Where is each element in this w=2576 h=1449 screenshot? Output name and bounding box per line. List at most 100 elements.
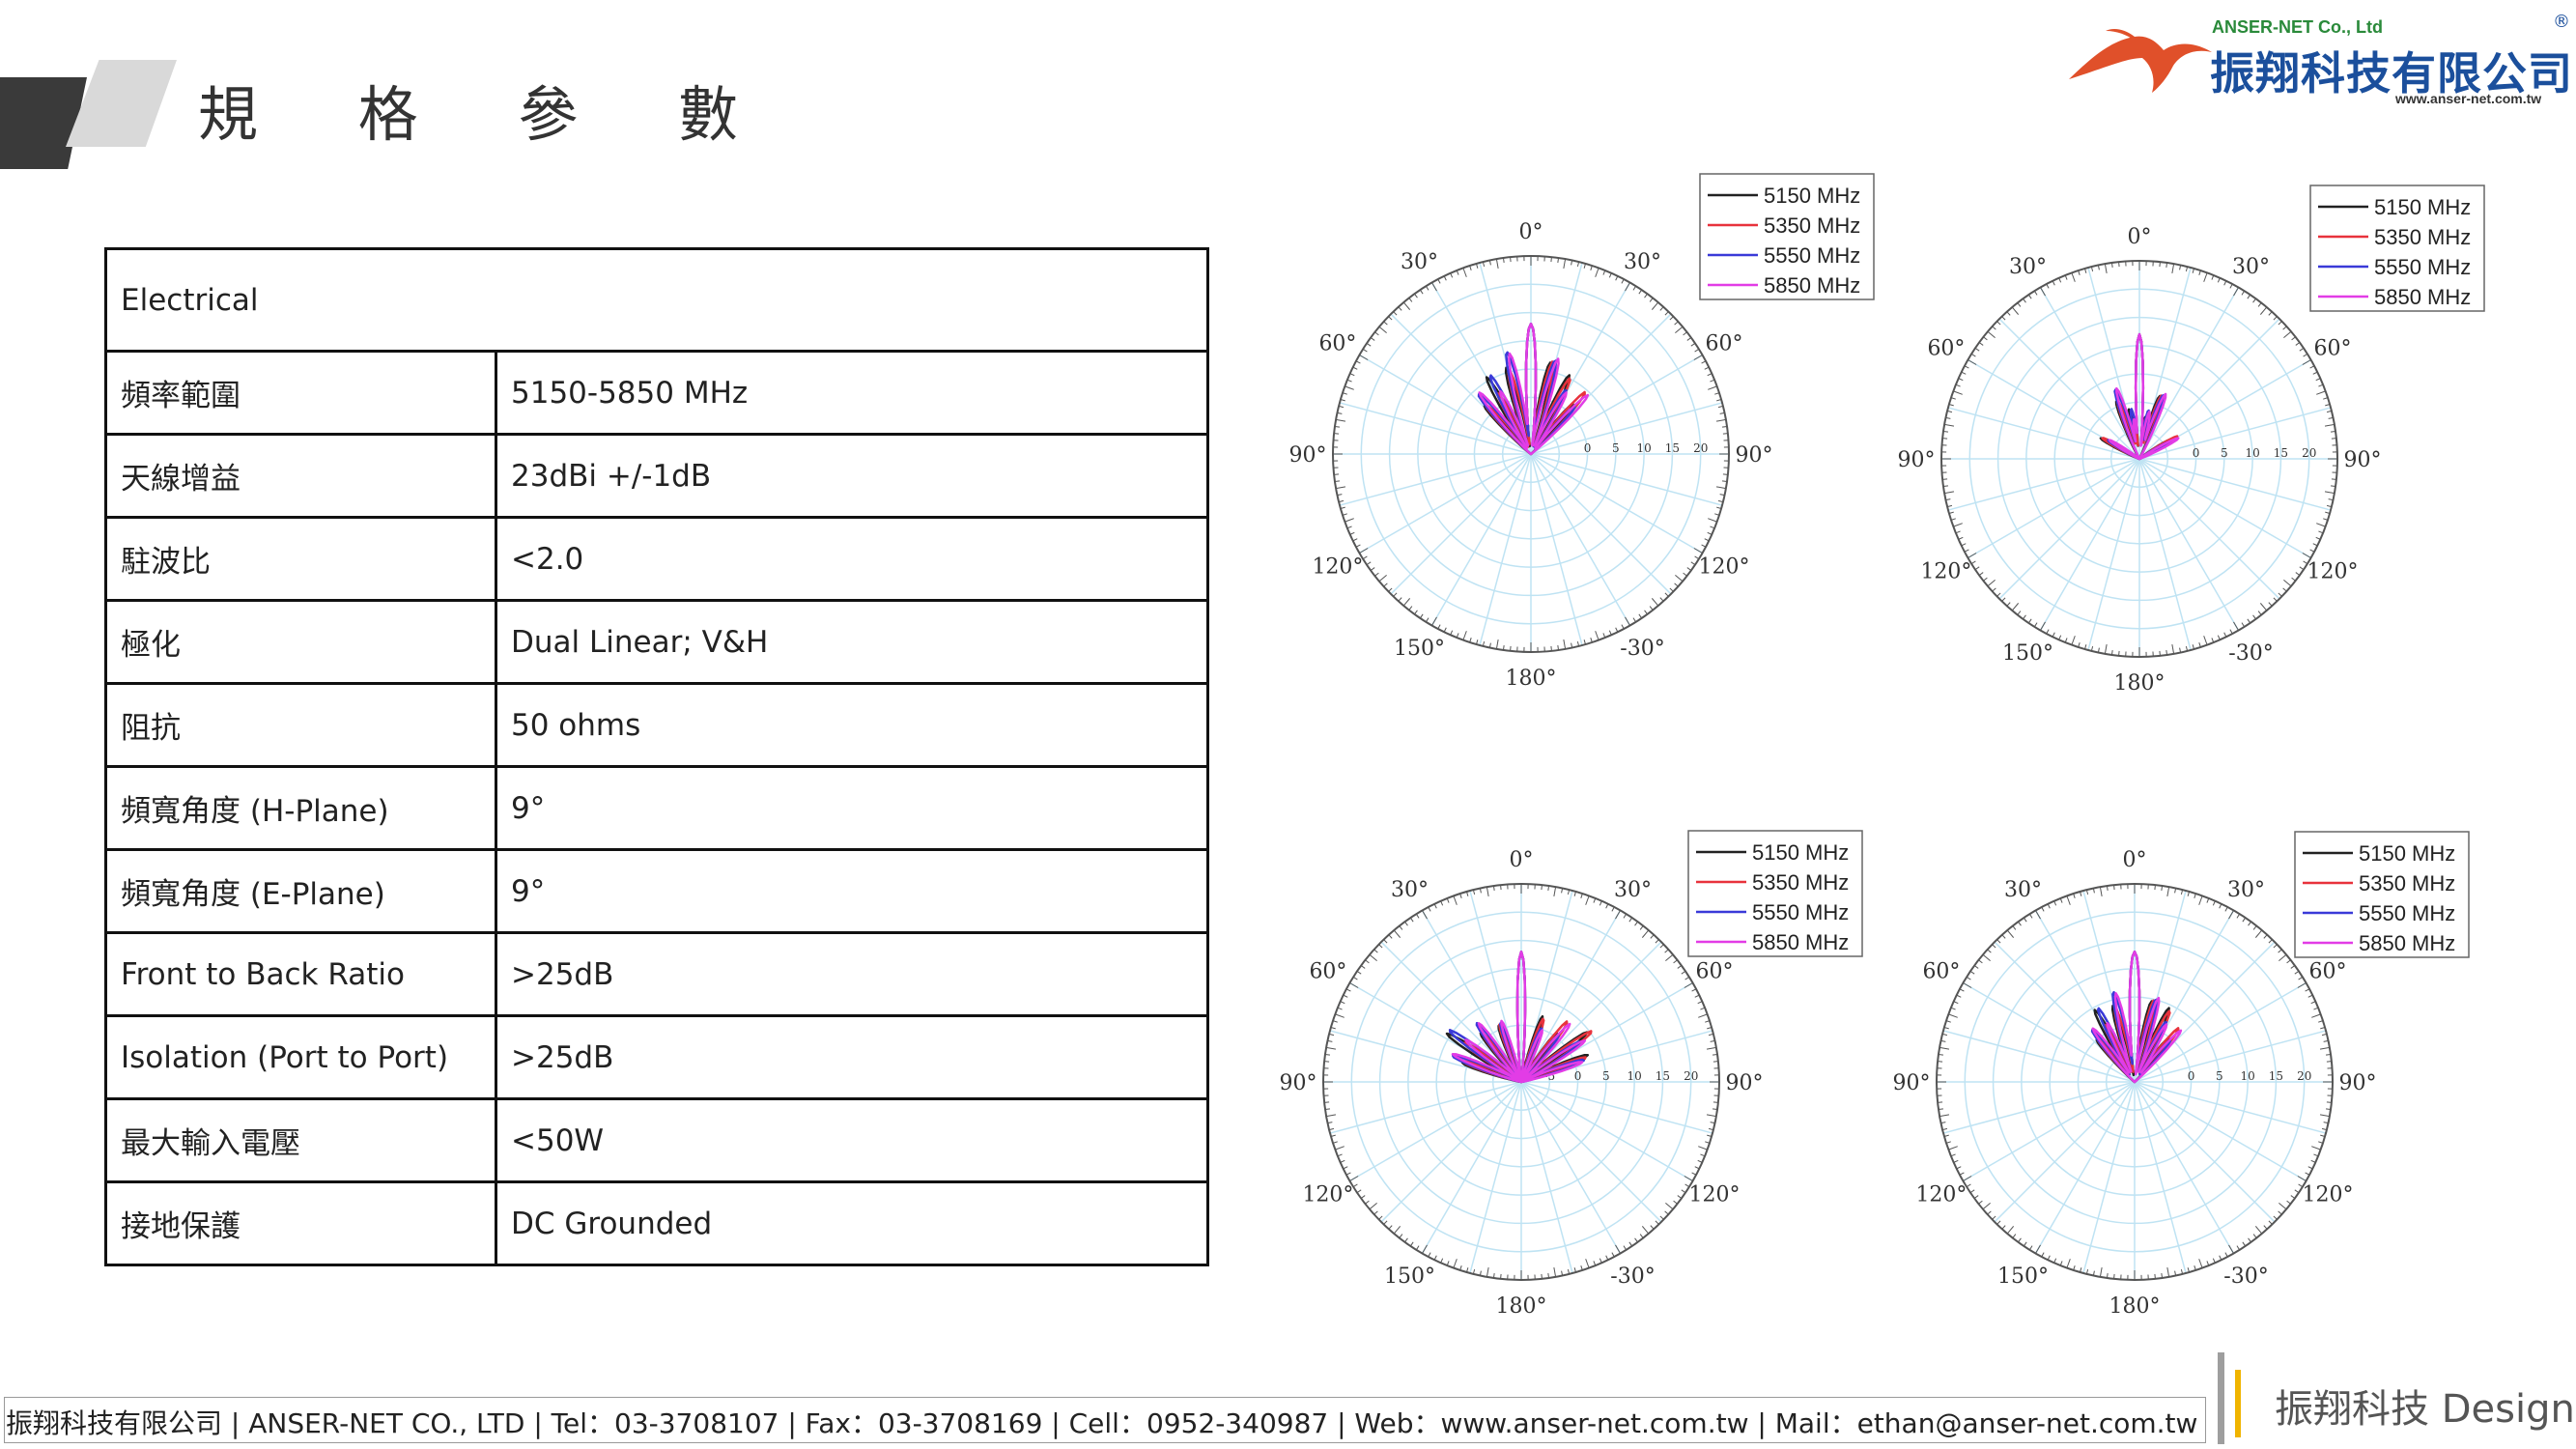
polar-tick (2017, 302, 2022, 307)
polar-tick (1615, 1244, 1621, 1254)
polar-tick (1978, 572, 1984, 576)
polar-tick (2097, 647, 2100, 653)
polar-tick (2320, 1027, 2326, 1030)
polar-tick (2283, 330, 2292, 339)
spec-value: 23dBi +/-1dB (495, 433, 1209, 519)
polar-legend-label: 5150 MHz (1752, 840, 1849, 865)
polar-tick (1327, 1122, 1333, 1124)
polar-tick (1366, 561, 1372, 566)
logo-english-name: ANSER-NET Co., Ltd (2212, 17, 2383, 37)
polar-grid-spoke (2034, 1081, 2136, 1254)
polar-tick (1942, 438, 1948, 440)
polar-tick (1674, 582, 1679, 587)
polar-tick (1414, 293, 1418, 298)
polar-tick (1608, 272, 1612, 278)
polar-radial-label: 20 (1693, 441, 1708, 455)
polar-tick (2273, 316, 2278, 321)
polar-tick (1722, 433, 1728, 435)
polar-tick (2268, 939, 2273, 944)
polar-grid-spoke (1349, 1081, 1522, 1182)
polar-tick (1675, 326, 1684, 334)
polar-tick (1605, 1255, 1609, 1261)
polar-tick (1431, 616, 1437, 626)
polar-tick (1378, 944, 1383, 949)
polar-tick (1337, 1007, 1343, 1010)
polar-tick (1365, 1200, 1370, 1205)
polar-tick (1362, 348, 1368, 353)
polar-tick (1330, 1027, 1336, 1030)
polar-tick (2303, 560, 2308, 565)
polar-tick (1383, 1220, 1388, 1225)
polar-tick (1336, 486, 1346, 490)
spec-key: 駐波比 (104, 516, 497, 602)
polar-tick (2248, 1237, 2251, 1243)
polar-tick (1326, 1046, 1337, 1050)
polar-angle-label: 120° (2307, 560, 2359, 584)
polar-radial-label: 15 (1656, 1069, 1670, 1083)
polar-tick (2027, 618, 2032, 624)
polar-tick (2073, 893, 2076, 898)
registered-mark: ® (2553, 12, 2570, 32)
polar-tick (1978, 959, 1983, 964)
polar-tick (2118, 650, 2120, 656)
polar-tick (2187, 1267, 2190, 1273)
polar-tick (1595, 631, 1599, 640)
polar-tick (1428, 1252, 1431, 1258)
polar-tick (2268, 602, 2273, 607)
polar-tick (1486, 1266, 1489, 1277)
polar-tick (2310, 1001, 2316, 1005)
polar-tick (1938, 1108, 1944, 1111)
polar-tick (1959, 1172, 1965, 1176)
polar-grid-spoke (2134, 1081, 2276, 1223)
polar-tick (1691, 988, 1697, 992)
polar-tick (1393, 929, 1401, 938)
polar-tick (1352, 976, 1358, 980)
polar-legend-label: 5350 MHz (1764, 213, 1860, 238)
polar-tick (1941, 1127, 1948, 1131)
polar-tick (1370, 337, 1375, 341)
polar-tick (2325, 511, 2331, 514)
polar-tick (1337, 1153, 1343, 1157)
polar-angle-label: -30° (2228, 641, 2273, 666)
polar-angle-label: 60° (2314, 337, 2352, 361)
polar-tick (1987, 1210, 1992, 1215)
polar-tick (2247, 618, 2251, 624)
polar-tick (1717, 499, 1724, 503)
polar-tick (2017, 611, 2022, 615)
footer-divider-gray (2218, 1352, 2224, 1444)
polar-tick (1961, 371, 1967, 375)
polar-tick (2166, 887, 2170, 897)
polar-tick (2326, 410, 2333, 413)
polar-tick (1621, 278, 1625, 284)
polar-tick (1712, 1053, 1718, 1056)
polar-tick (1422, 910, 1428, 920)
polar-tick (2078, 642, 2081, 648)
polar-tick (1334, 433, 1340, 435)
polar-tick (1602, 270, 1606, 275)
footer-brand: 振翔科技 Design (2275, 1387, 2575, 1432)
polar-tick (1415, 1245, 1420, 1251)
polar-tick (1664, 1210, 1669, 1215)
polar-tick (1502, 644, 1505, 651)
polar-tick (1940, 1039, 1946, 1042)
polar-radial-label: 10 (2246, 446, 2260, 460)
polar-plot-svg: 0° 30° 30° 60° 60° 90° 90° 120° 120° 150° -30° 180°… (1280, 830, 1863, 1319)
polar-tick (1966, 1183, 1971, 1188)
polar-tick (2294, 970, 2300, 975)
polar-grid-spoke (1963, 1081, 2136, 1182)
polar-tick (2257, 611, 2262, 615)
polar-tick (2324, 491, 2335, 495)
polar-chart-3: 0° 30° 30° 60° 60° 90° 90° 120° 120° 150° -30° 180°… (1256, 826, 1883, 1328)
polar-tick (2223, 280, 2227, 286)
polar-legend-label: 5150 MHz (2374, 195, 2471, 219)
polar-tick (1324, 1053, 1331, 1056)
polar-tick (1408, 606, 1413, 611)
polar-tick (1360, 1195, 1366, 1199)
polar-tick (2283, 579, 2292, 587)
polar-tick (1701, 544, 1707, 548)
polar-tick (2194, 1265, 2196, 1271)
polar-tick (1378, 326, 1387, 334)
polar-tick (1443, 275, 1447, 281)
polar-tick (1638, 613, 1643, 619)
polar-angle-label: 150° (1384, 1264, 1435, 1289)
